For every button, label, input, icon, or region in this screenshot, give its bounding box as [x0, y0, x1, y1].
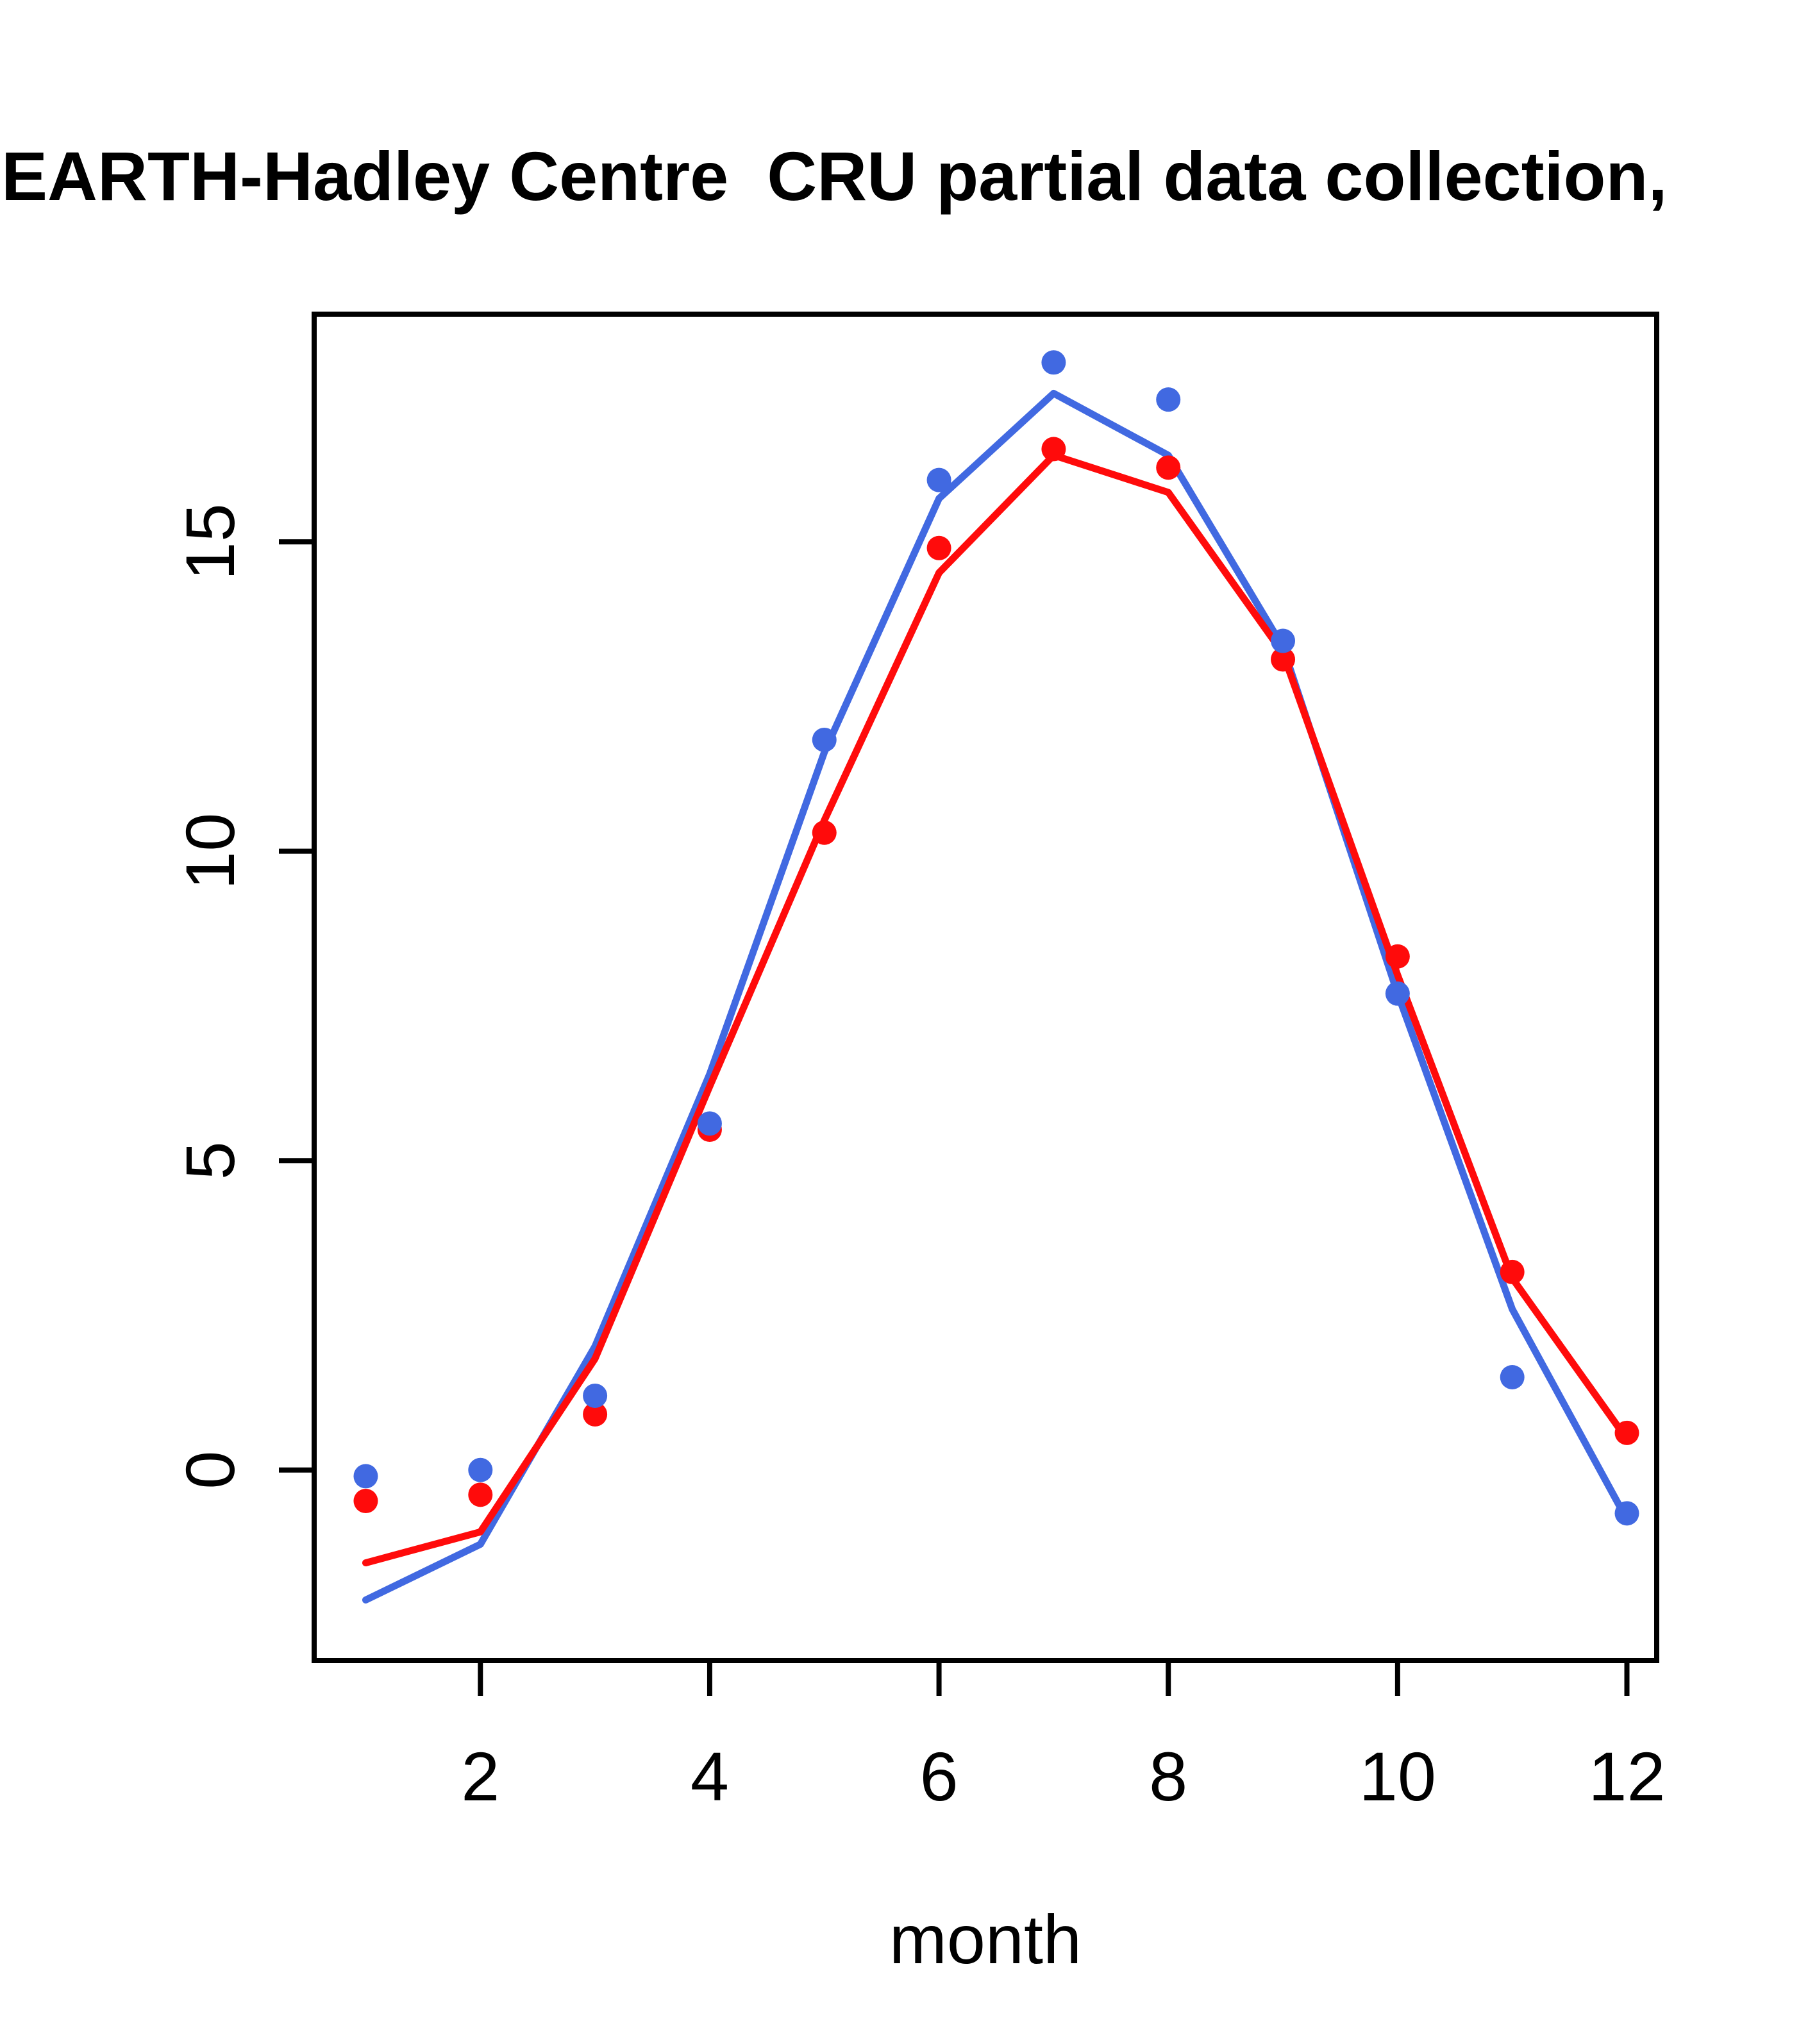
x-tick-label: 6 [920, 1738, 959, 1815]
red-points-dot-m3 [583, 1402, 608, 1427]
blue-points-dot-m12 [1614, 1501, 1639, 1526]
plot-frame [312, 312, 1659, 1663]
blue-points-dot-m6 [926, 467, 951, 492]
red-points-dot-m9 [1271, 647, 1296, 672]
blue-points-dot-m8 [1156, 387, 1181, 412]
red-points-dot-m11 [1500, 1259, 1525, 1284]
blue-points-dot-m4 [697, 1111, 722, 1136]
red-line-series [362, 451, 1631, 1567]
blue-points-dot-m1 [353, 1464, 378, 1489]
blue-points-dot-m10 [1385, 981, 1410, 1006]
red-points-dot-m5 [812, 820, 837, 845]
y-tick-label: 0 [171, 1451, 249, 1489]
x-tick-label: 4 [691, 1738, 729, 1815]
x-tick-label: 10 [1359, 1738, 1436, 1815]
x-tick-label: 12 [1588, 1738, 1665, 1815]
x-axis-label: month [889, 1900, 1082, 1978]
x-tick-label: 8 [1149, 1738, 1187, 1815]
y-tick-label: 15 [171, 503, 249, 580]
blue-points-dot-m2 [468, 1457, 493, 1482]
red-points-dot-m6 [926, 535, 951, 560]
red-points-dot-m2 [468, 1482, 493, 1507]
blue-line-series [362, 390, 1631, 1604]
blue-points-dot-m9 [1271, 628, 1296, 653]
red-points-dot-m7 [1041, 437, 1066, 462]
chart-title: EARTH-Hadley Centre CRU partial data col… [1, 137, 1668, 215]
x-tick-label: 2 [461, 1738, 499, 1815]
blue-points-dot-m5 [812, 727, 837, 752]
red-points-dot-m8 [1156, 455, 1181, 480]
y-tick-label: 5 [171, 1141, 249, 1180]
blue-points-dot-m11 [1500, 1364, 1525, 1389]
y-tick-label: 10 [171, 813, 249, 890]
red-points-dot-m12 [1614, 1420, 1639, 1445]
blue-points-dot-m3 [583, 1383, 608, 1408]
red-points-dot-m10 [1385, 944, 1410, 969]
blue-points-dot-m7 [1041, 350, 1066, 375]
red-points-dot-m1 [353, 1489, 378, 1514]
